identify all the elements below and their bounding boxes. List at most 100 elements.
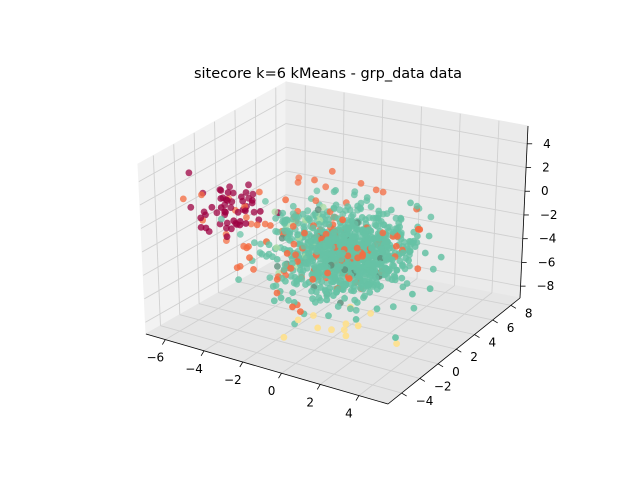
scatter-point-cluster-2 [242, 189, 250, 196]
scatter-point-cluster-2 [242, 220, 250, 227]
z-tick-label: −4 [539, 232, 557, 246]
scatter-point-cluster-1 [250, 266, 257, 273]
scatter-point-cluster-0 [309, 257, 317, 265]
scatter-point-cluster-0 [367, 203, 375, 211]
grid-z-left [143, 194, 287, 276]
scatter-point-cluster-0 [361, 292, 368, 300]
grid-y-floor [160, 325, 402, 394]
scatter-point-cluster-0 [358, 240, 366, 248]
z-tick-label: 0 [541, 184, 549, 198]
grid-y-floor [179, 314, 420, 379]
x-tick-mark [278, 372, 282, 379]
chart-title: sitecore k=6 kMeans - grp_data data [194, 66, 462, 82]
scatter-point-cluster-0 [387, 206, 395, 214]
scatter-point-cluster-1 [243, 214, 250, 221]
y-tick-label: −2 [434, 379, 452, 393]
x-tick-label: 2 [306, 395, 314, 409]
scatter-point-cluster-1 [354, 254, 362, 262]
scatter-point-cluster-0 [405, 257, 412, 264]
scatter-point-cluster-2 [197, 224, 205, 231]
scatter-point-cluster-2 [217, 195, 225, 202]
scatter-point-cluster-3 [310, 312, 317, 319]
scatter-point-cluster-2 [226, 183, 234, 191]
scatter-point-cluster-1 [294, 258, 301, 265]
scatter-point-cluster-0 [325, 240, 333, 248]
scatter-point-cluster-0 [354, 202, 361, 210]
grid-z-right [285, 194, 523, 240]
scatter-point-cluster-0 [383, 238, 391, 245]
scatter-point-cluster-1 [282, 196, 289, 204]
scatter-point-cluster-0 [315, 294, 323, 302]
scatter-point-cluster-3 [367, 310, 374, 317]
y-tick-mark [510, 304, 517, 309]
scatter-point-cluster-0 [368, 234, 376, 241]
scatter-point-cluster-0 [373, 285, 381, 293]
scatter-point-cluster-0 [353, 266, 361, 274]
scatter-point-cluster-1 [393, 232, 401, 240]
scatter-point-cluster-1 [198, 191, 205, 199]
scatter-point-cluster-0 [392, 334, 399, 341]
scatter-point-cluster-0 [318, 278, 325, 285]
scatter-point-cluster-0 [350, 287, 358, 295]
scatter-point-cluster-0 [359, 285, 367, 293]
scatter-point-cluster-0 [309, 295, 316, 303]
scatter-point-cluster-1 [344, 252, 352, 260]
scatter-point-cluster-2 [224, 189, 232, 196]
grid-x-floor [319, 285, 455, 385]
scatter-point-cluster-3 [354, 322, 362, 330]
scatter-point-cluster-0 [325, 221, 333, 228]
scatter-point-cluster-0 [388, 276, 396, 283]
scatter-point-cluster-1 [357, 180, 365, 187]
scatter-point-cluster-0 [374, 237, 382, 245]
scatter-point-cluster-0 [427, 213, 435, 221]
y-tick-label: 0 [452, 365, 460, 379]
y-tick-mark [492, 319, 498, 324]
scatter-point-cluster-0 [315, 220, 323, 228]
scatter-point-cluster-2 [249, 190, 257, 198]
scatter-point-cluster-4 [273, 244, 280, 252]
scatter-point-cluster-0 [371, 261, 378, 269]
scatter-point-cluster-0 [317, 284, 324, 291]
scatter-point-cluster-2 [223, 224, 230, 232]
scatter-point-cluster-0 [382, 254, 389, 261]
scatter-point-cluster-0 [251, 239, 258, 247]
scatter-point-cluster-2 [213, 209, 221, 217]
scatter-point-cluster-0 [399, 261, 406, 269]
scatter-point-cluster-1 [246, 254, 253, 261]
scatter-point-cluster-0 [307, 238, 315, 246]
scatter-point-cluster-3 [342, 320, 350, 328]
x-tick-label: −6 [147, 351, 165, 365]
scatter-point-cluster-0 [293, 277, 301, 285]
scatter-point-cluster-0 [330, 204, 338, 212]
scatter-point-cluster-1 [309, 275, 317, 283]
scatter-point-cluster-0 [332, 234, 339, 242]
scatter-point-cluster-2 [223, 219, 231, 227]
scatter-point-cluster-3 [342, 332, 350, 340]
scatter-point-cluster-0 [323, 263, 331, 271]
scatter-point-cluster-0 [294, 231, 301, 239]
scatter-point-cluster-0 [341, 294, 348, 302]
scatter-point-cluster-0 [333, 266, 341, 274]
scatter-point-cluster-0 [398, 274, 406, 282]
scatter-point-cluster-1 [379, 188, 387, 196]
scatter-point-cluster-0 [414, 232, 421, 240]
scatter-point-cluster-0 [357, 280, 365, 287]
scatter-point-cluster-3 [340, 326, 348, 334]
scatter-point-cluster-1 [283, 250, 291, 257]
scatter-point-cluster-0 [369, 214, 377, 222]
scatter-point-cluster-0 [337, 229, 345, 237]
scatter-point-cluster-0 [302, 260, 309, 267]
scatter-point-cluster-0 [273, 256, 281, 263]
scatter-point-cluster-0 [307, 243, 315, 251]
scatter-point-cluster-0 [399, 283, 407, 291]
scatter-point-cluster-0 [380, 221, 388, 229]
scatter-point-cluster-0 [425, 232, 433, 240]
scatter-point-cluster-0 [289, 215, 297, 223]
scatter-point-cluster-0 [236, 231, 244, 238]
grid-x-floor [281, 278, 418, 374]
scatter-point-cluster-0 [321, 255, 329, 263]
scatter-point-cluster-0 [347, 305, 354, 313]
scatter-point-cluster-1 [311, 176, 318, 184]
scatter-point-cluster-2 [256, 208, 264, 215]
